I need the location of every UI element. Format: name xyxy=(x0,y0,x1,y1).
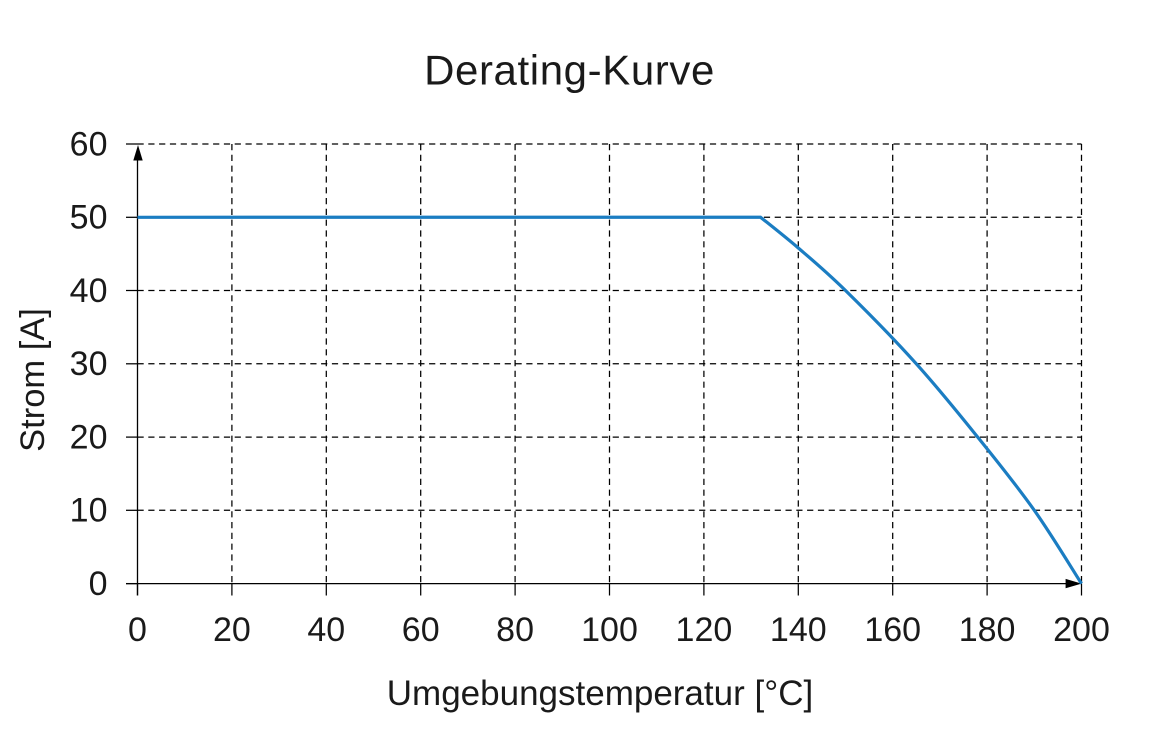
svg-text:40: 40 xyxy=(70,272,108,310)
svg-text:20: 20 xyxy=(213,611,251,649)
svg-text:60: 60 xyxy=(402,611,440,649)
svg-text:140: 140 xyxy=(770,611,827,649)
svg-text:Strom [A]: Strom [A] xyxy=(14,308,52,452)
svg-text:60: 60 xyxy=(70,125,108,163)
svg-text:180: 180 xyxy=(959,611,1016,649)
svg-text:120: 120 xyxy=(676,611,733,649)
svg-text:200: 200 xyxy=(1053,611,1110,649)
svg-text:0: 0 xyxy=(128,611,147,649)
svg-text:40: 40 xyxy=(307,611,345,649)
svg-text:20: 20 xyxy=(70,418,108,456)
svg-text:80: 80 xyxy=(496,611,534,649)
svg-text:50: 50 xyxy=(70,199,108,237)
svg-text:160: 160 xyxy=(864,611,921,649)
svg-text:30: 30 xyxy=(70,345,108,383)
svg-text:0: 0 xyxy=(89,565,108,603)
svg-text:Umgebungstemperatur [°C]: Umgebungstemperatur [°C] xyxy=(387,674,813,713)
svg-text:10: 10 xyxy=(70,492,108,530)
svg-text:Derating-Kurve: Derating-Kurve xyxy=(424,47,715,94)
svg-text:100: 100 xyxy=(581,611,638,649)
